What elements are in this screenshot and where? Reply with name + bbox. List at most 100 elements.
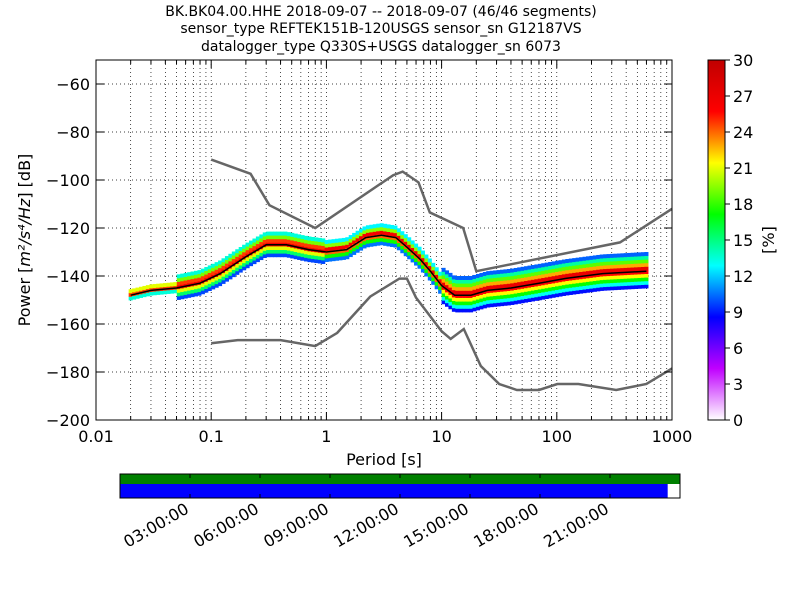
density-cell (637, 273, 642, 278)
density-cell (283, 253, 288, 258)
density-cell (644, 284, 649, 289)
density-cell (579, 271, 584, 276)
density-cell (444, 299, 450, 304)
colorbar-tick-label: 21 (733, 159, 753, 178)
density-cell (637, 263, 642, 268)
density-cell (407, 237, 412, 242)
density-cell (555, 275, 560, 280)
density-cell (486, 299, 491, 304)
density-cell (444, 281, 450, 286)
density-cell (596, 262, 601, 267)
chart-title: BK.BK04.00.HHE 2018-09-07 -- 2018-09-07 … (165, 4, 597, 55)
density-cell (245, 249, 250, 254)
density-cell (627, 274, 632, 279)
density-cell (579, 268, 584, 273)
colorbar-tick-label: 0 (733, 411, 743, 430)
timeline-tick-label: 03:00:00 (120, 499, 192, 551)
density-cell (482, 286, 487, 291)
density-cell (245, 260, 250, 265)
density-cell (548, 294, 553, 299)
density-cell (197, 277, 202, 282)
density-cell (145, 285, 150, 290)
density-cell (266, 238, 271, 243)
density-cell (603, 286, 608, 291)
density-cell (128, 296, 133, 301)
density-cell (444, 284, 450, 289)
timeline-tick-label: 06:00:00 (190, 499, 262, 551)
density-cell (396, 242, 401, 247)
density-cell (386, 224, 391, 229)
density-cell (479, 290, 484, 295)
density-cell (616, 278, 621, 283)
density-cell (231, 251, 236, 256)
density-cell (269, 253, 274, 258)
density-cell (286, 246, 291, 251)
density-cell (530, 279, 535, 284)
density-cell (520, 288, 525, 293)
density-cell (324, 247, 329, 252)
density-cell (610, 279, 615, 284)
density-cell (561, 281, 566, 286)
density-cell (427, 258, 432, 263)
density-cell (585, 270, 591, 275)
density-cell (506, 301, 511, 306)
density-cell (548, 262, 553, 267)
processed-segments-bar (120, 484, 668, 498)
density-cell (616, 257, 621, 262)
density-cell (500, 291, 505, 296)
density-cell (537, 281, 542, 286)
density-cell (389, 228, 395, 233)
density-cell (630, 274, 635, 279)
density-cell (496, 270, 501, 275)
density-cell (235, 252, 240, 257)
density-cell (393, 239, 398, 244)
density-cell (290, 250, 295, 255)
density-cell (489, 270, 494, 275)
y-tick-label: −180 (46, 363, 90, 382)
density-cell (396, 246, 401, 251)
density-cell (393, 225, 398, 230)
density-cell (482, 271, 487, 276)
colorbar-tick-label: 9 (733, 303, 743, 322)
data-coverage-timeline: 03:00:0006:00:0009:00:0012:00:0015:00:00… (119, 473, 681, 551)
density-cell (530, 265, 535, 270)
density-cell (589, 277, 594, 282)
density-cell (479, 272, 484, 277)
density-cell (424, 261, 429, 266)
density-cell (331, 253, 336, 258)
density-cell (231, 255, 236, 260)
density-cell (228, 260, 233, 265)
density-cell (176, 281, 181, 286)
density-cell (603, 272, 608, 277)
density-cell (183, 272, 188, 277)
density-cell (544, 266, 549, 271)
density-cell (328, 257, 333, 262)
density-cell (183, 294, 188, 299)
density-cell (575, 261, 580, 266)
density-cell (527, 287, 532, 292)
density-cell (630, 256, 635, 261)
y-axis-label: Power [m²/s⁴/Hz] [dB] (15, 154, 34, 327)
density-cell (259, 248, 264, 253)
density-cell (500, 298, 505, 303)
density-cell (389, 242, 395, 247)
density-cell (273, 253, 278, 258)
density-cell (359, 228, 364, 233)
density-cell (448, 305, 453, 310)
density-cell (255, 250, 260, 255)
density-cell (451, 304, 456, 309)
density-cell (634, 277, 639, 282)
density-cell (338, 238, 343, 243)
density-cell (620, 260, 625, 265)
density-cell (403, 252, 408, 257)
density-cell (585, 285, 591, 290)
density-cell (503, 294, 508, 299)
density-cell (414, 261, 419, 266)
density-cell (211, 270, 216, 275)
density-cell (238, 264, 243, 269)
density-cell (568, 258, 573, 263)
density-cell (190, 275, 195, 280)
density-cell (441, 282, 446, 287)
density-cell (610, 261, 615, 266)
density-cell (596, 272, 601, 277)
